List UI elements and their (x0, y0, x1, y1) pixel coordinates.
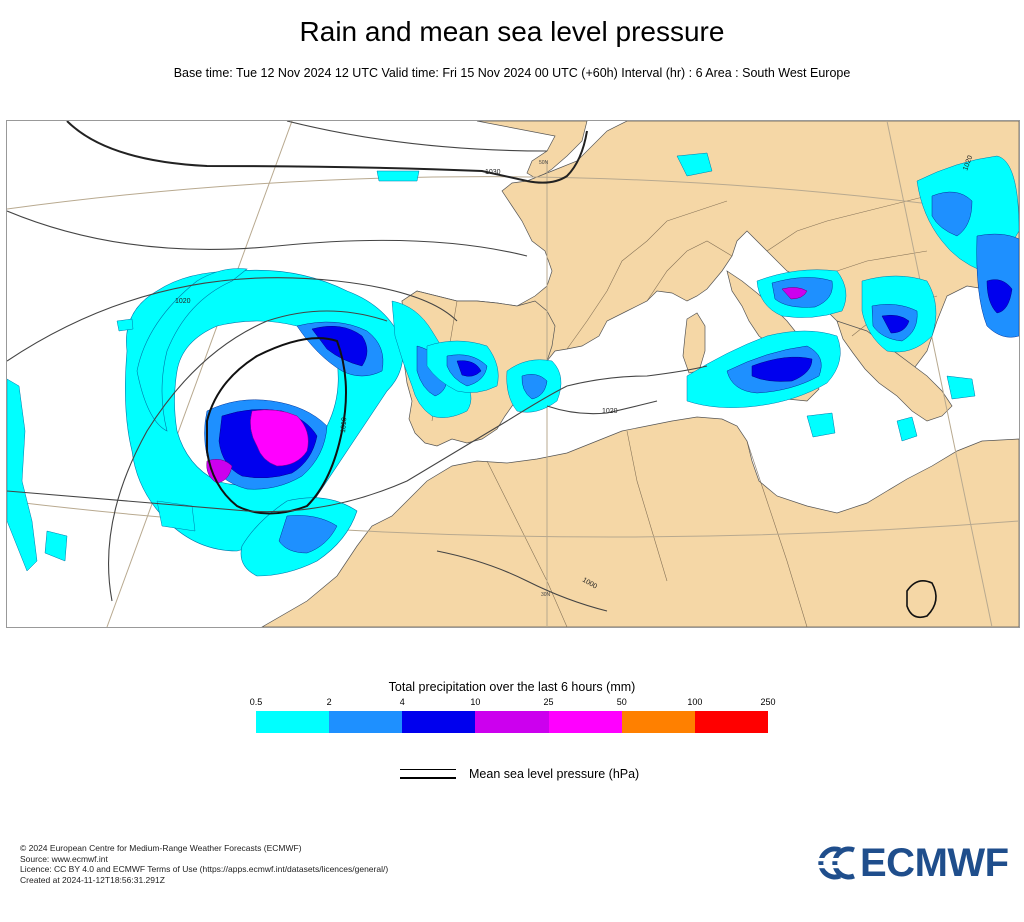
precip-magenta-cyclone-core (250, 409, 309, 467)
precip-darkblue-italy-south (751, 356, 813, 382)
land-balkans (836, 320, 953, 422)
chart-subtitle: Base time: Tue 12 Nov 2024 12 UTC Valid … (173, 66, 851, 80)
precip-cyan-patch-1 (376, 170, 420, 182)
precip-blue-valencia (521, 374, 548, 400)
precip-darkblue-spain (456, 360, 482, 377)
precip-darkblue-balkans (881, 314, 910, 334)
precip-cyan-patch-6 (946, 375, 976, 400)
colorbar-segment (548, 711, 622, 733)
isobars-layer (7, 121, 937, 619)
precip-cyan-arc (136, 268, 248, 432)
weather-map[interactable]: 50N 30N (6, 120, 1020, 628)
colorbar-segment (329, 711, 403, 733)
graticule-label-50n: 50N (539, 160, 549, 166)
pressure-key-line-thin (400, 769, 456, 770)
chart-title: Rain and mean sea level pressure (299, 16, 725, 47)
footer-created: Created at 2024-11-12T18:56:31.291Z (20, 874, 165, 885)
colorbar-segment (475, 711, 549, 733)
footer-credits: © 2024 European Centre for Medium-Range … (20, 843, 388, 885)
colorbar-tick-label: 2 (326, 697, 332, 707)
footer-copyright: © 2024 European Centre for Medium-Range … (20, 843, 302, 853)
footer-licence: Licence: CC BY 4.0 and ECMWF Terms of Us… (20, 864, 389, 875)
precip-cyan-patch-8 (44, 530, 68, 562)
precip-cyan-patch-7 (156, 500, 196, 532)
colorbar-segment (402, 711, 476, 733)
map-canvas: 50N 30N (7, 121, 1019, 627)
isobar-label-1020-west: 1020 (175, 298, 191, 305)
ecmwf-logo: ECMWF (812, 841, 1009, 885)
pressure-key: Mean sea level pressure (hPa) (400, 765, 700, 785)
colorbar-segment (621, 711, 695, 733)
isobar-label-1020-east: 1020 (602, 408, 618, 415)
precip-cyan-patch-2 (676, 152, 713, 177)
precip-cyan-patch-5 (116, 318, 134, 332)
colorbar-tick-label: 10 (470, 697, 481, 707)
ecmwf-logo-text: ECMWF (860, 841, 1009, 885)
colorbar-tick-label: 0.5 (249, 697, 263, 707)
isobar-label-1020-ne: 1020 (962, 155, 974, 172)
isobar-label-1010: 1010 (340, 417, 348, 433)
precip-colorbar (256, 711, 768, 733)
colorbar-tick-label: 50 (616, 697, 627, 707)
ecmwf-logo-icon (814, 846, 858, 880)
precip-darkblue-aegean (986, 279, 1013, 314)
precip-magenta-italy-north (781, 287, 808, 300)
precip-blue-ne-corner (931, 191, 973, 237)
land-north-africa (261, 416, 1019, 627)
graticule-label-30n: 30N (541, 592, 551, 598)
borders-layer (431, 190, 948, 627)
colorbar-tick-label: 4 (399, 697, 405, 707)
footer-source: Source: www.ecmwf.int (20, 853, 108, 864)
precip-cyan-patch-3 (896, 416, 918, 442)
legend-title: Total precipitation over the last 6 hour… (388, 680, 636, 694)
pressure-key-line-thick (400, 777, 456, 779)
colorbar-tick-label: 25 (543, 697, 554, 707)
precip-cyan-west-edge (7, 378, 38, 572)
colorbar-tick-label: 100 (687, 697, 703, 707)
precip-layer (7, 152, 1019, 577)
colorbar-segment (256, 711, 330, 733)
precip-cyan-patch-4 (806, 412, 836, 438)
colorbar-tick-label: 250 (760, 697, 776, 707)
pressure-key-label: Mean sea level pressure (hPa) (469, 767, 640, 781)
colorbar-segment (694, 711, 768, 733)
isobar-label-1030: 1030 (485, 169, 501, 176)
precip-magenta-cyclone-west (206, 459, 233, 484)
precip-blue-tail-core (278, 515, 338, 554)
